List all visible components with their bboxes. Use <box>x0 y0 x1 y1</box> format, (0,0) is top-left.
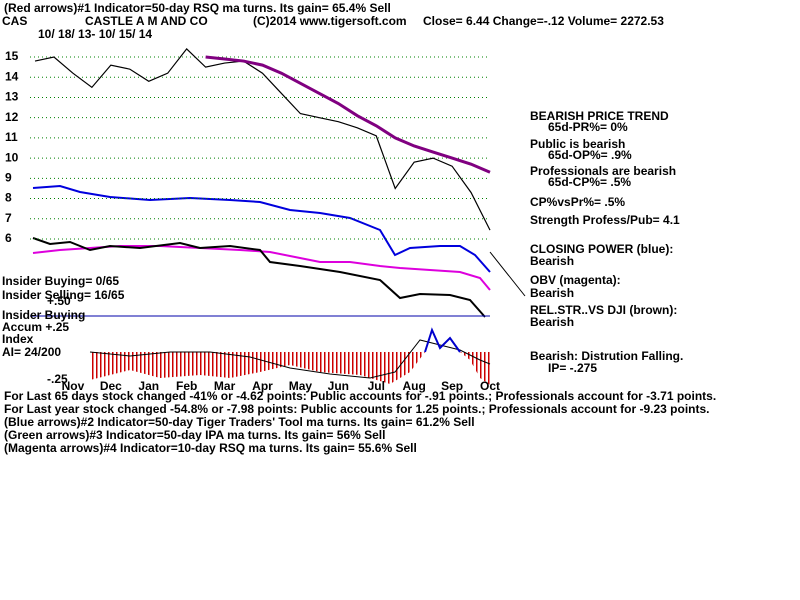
bottom-note: For Last year stock changed -54.8% or -7… <box>4 402 710 416</box>
x-tick-label: Aug <box>403 379 426 393</box>
left-note: +.50 <box>47 294 71 308</box>
symbol: CAS <box>2 14 27 28</box>
y-tick-label: 12 <box>5 110 19 124</box>
chart-title: (Red arrows)#1 Indicator=50-day RSQ ma t… <box>4 1 391 15</box>
date-range: 10/ 18/ 13- 10/ 15/ 14 <box>38 27 152 41</box>
x-tick-label: Dec <box>100 379 122 393</box>
y-tick-label: 13 <box>5 90 19 104</box>
right-note: 65d-CP%= .5% <box>548 175 631 189</box>
right-note: Bearish: Distrution Falling. <box>530 349 683 363</box>
right-note: CP%vsPr%= .5% <box>530 195 625 209</box>
y-tick-label: 11 <box>5 130 18 144</box>
right-note: IP= -.275 <box>548 361 597 375</box>
x-tick-label: Oct <box>480 379 500 393</box>
right-note: 65d-OP%= .9% <box>548 148 632 162</box>
bottom-note: For Last 65 days stock changed -41% or -… <box>4 389 716 403</box>
bottom-note: (Green arrows)#3 Indicator=50-day IPA ma… <box>4 428 385 442</box>
right-note: 65d-PR%= 0% <box>548 120 628 134</box>
right-note: Public is bearish <box>530 137 625 151</box>
right-note: OBV (magenta): <box>530 273 621 287</box>
y-tick-label: 7 <box>5 211 12 225</box>
closing-power-line <box>32 184 491 273</box>
bottom-note: (Magenta arrows)#4 Indicator=10-day RSQ … <box>4 441 417 455</box>
x-tick-label: Jun <box>328 379 349 393</box>
company: CASTLE A M AND CO <box>85 14 208 28</box>
left-note: Accum +.25 <box>2 320 69 334</box>
left-note: Index <box>2 332 34 346</box>
right-note: Professionals are bearish <box>530 164 676 178</box>
accum-bars <box>90 352 425 384</box>
y-tick-label: 10 <box>5 150 19 164</box>
left-note: AI= 24/200 <box>2 345 61 359</box>
accum-line <box>89 339 491 379</box>
right-note: Bearish <box>530 315 574 329</box>
right-note: Bearish <box>530 254 574 268</box>
y-tick-label: 15 <box>5 49 19 63</box>
series-line <box>34 48 491 231</box>
left-note: Insider Buying= 0/65 <box>2 274 119 288</box>
pointer-line <box>489 251 526 297</box>
y-tick-label: 8 <box>5 191 12 205</box>
x-tick-label: Sep <box>441 379 463 393</box>
right-note: BEARISH PRICE TREND <box>530 109 669 123</box>
accum-bars <box>460 352 490 385</box>
x-tick-label: Apr <box>252 379 273 393</box>
x-tick-label: Jan <box>138 379 159 393</box>
left-note: -.25 <box>47 372 68 386</box>
quote: Close= 6.44 Change=-.12 Volume= 2272.53 <box>423 14 664 28</box>
rel-strength-line <box>32 237 486 318</box>
series-line <box>205 55 491 174</box>
y-tick-label: 6 <box>5 231 12 245</box>
x-tick-label: May <box>289 379 313 393</box>
x-tick-label: Feb <box>176 379 197 393</box>
x-tick-label: Nov <box>62 379 85 393</box>
right-note: Bearish <box>530 286 574 300</box>
x-tick-label: Mar <box>214 379 236 393</box>
accum-highlight <box>424 327 461 353</box>
bottom-note: (Blue arrows)#2 Indicator=50-day Tiger T… <box>4 415 475 429</box>
x-tick-label: Jul <box>368 379 385 393</box>
right-note: Strength Profess/Pub= 4.1 <box>530 213 680 227</box>
left-note: Insider Buying <box>2 308 85 322</box>
right-note: CLOSING POWER (blue): <box>530 242 673 256</box>
left-note: Insider Selling= 16/65 <box>2 288 125 302</box>
y-tick-label: 9 <box>5 170 12 184</box>
copyright: (C)2014 www.tigersoft.com <box>253 14 407 28</box>
y-tick-label: 14 <box>5 69 19 83</box>
right-note: REL.STR..VS DJI (brown): <box>530 303 677 317</box>
